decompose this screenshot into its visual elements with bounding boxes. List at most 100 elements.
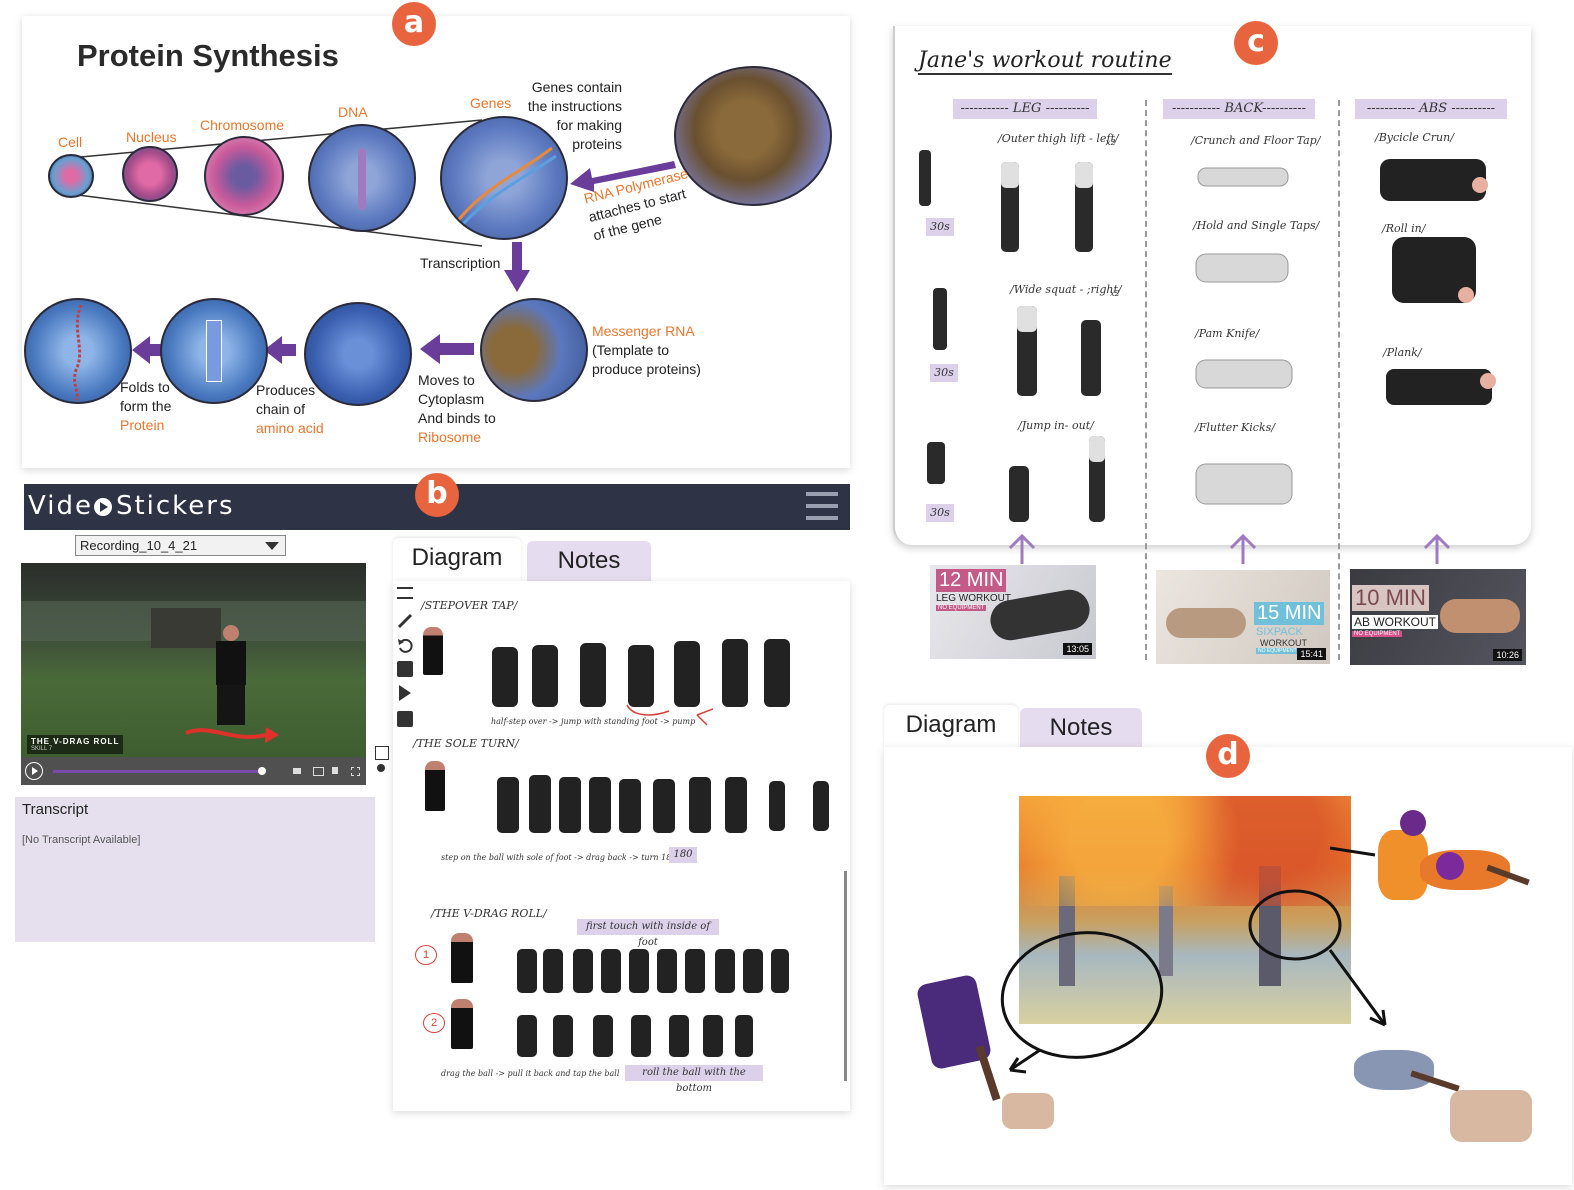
video-player[interactable]: THE V-DRAG ROLL SKILL 7 bbox=[21, 563, 366, 757]
workout-title: Jane's workout routine bbox=[918, 48, 1172, 75]
badge-c: c bbox=[1234, 21, 1278, 65]
rep-x2: x2 bbox=[1106, 138, 1116, 147]
player-figure bbox=[211, 625, 251, 735]
exercise-pam-knife: /Pam Knife/ bbox=[1195, 327, 1260, 340]
column-header-back: ----------- BACK---------- bbox=[1163, 99, 1315, 119]
video-thumbnail-abs[interactable]: 10 MIN AB WORKOUT NO EQUIPMENT 10:26 bbox=[1350, 569, 1526, 665]
v-drag-sequence-2 bbox=[513, 1011, 763, 1061]
back-exercise-figures bbox=[1195, 167, 1293, 505]
brush-swatch-orange bbox=[1370, 810, 1530, 920]
sticker-capture-icon[interactable] bbox=[375, 746, 389, 760]
section-title-v-drag-roll: /THE V-DRAG ROLL/ bbox=[431, 907, 547, 920]
captions-icon[interactable] bbox=[293, 768, 301, 774]
exercise-jump-in-out: /Jump in- out/ bbox=[1018, 419, 1094, 432]
stage-label-dna: DNA bbox=[338, 104, 368, 120]
genes-image bbox=[440, 116, 568, 240]
sole-turn-note: step on the ball with sole of foot -> dr… bbox=[441, 853, 677, 862]
time-30s: 30s bbox=[926, 504, 954, 522]
exercise-wide-squat: /Wide squat - ;right/ bbox=[1010, 283, 1122, 296]
moves-note: Moves to Cytoplasm And binds to Ribosome bbox=[418, 372, 496, 445]
fullscreen-icon[interactable] bbox=[351, 767, 360, 776]
column-header-leg: ----------- LEG ---------- bbox=[953, 99, 1097, 119]
stepover-note: half-step over -> jump with standing foo… bbox=[491, 717, 696, 726]
transcription-label: Transcription bbox=[420, 255, 501, 271]
stage-label-nucleus: Nucleus bbox=[126, 129, 177, 145]
video-thumbnail-back[interactable]: 15 MIN SIXPACK WORKOUT NO EQUIPMENT 15:4… bbox=[1156, 570, 1330, 664]
section-title-stepover: /STEPOVER TAP/ bbox=[421, 599, 518, 612]
recording-select-value: Recording_10_4_21 bbox=[80, 538, 198, 553]
stage-label-cell: Cell bbox=[58, 134, 83, 150]
produces-note: Produces chain of amino acid bbox=[256, 382, 324, 436]
time-30s: 30s bbox=[926, 218, 954, 236]
tab-diagram[interactable]: Diagram bbox=[393, 538, 521, 582]
up-arrow-icons bbox=[1008, 533, 1451, 564]
leg-exercise-figures bbox=[919, 150, 1105, 522]
play-button[interactable] bbox=[25, 762, 43, 780]
tag-first-touch: first touch with inside of foot bbox=[577, 919, 719, 948]
abs-exercise-figures bbox=[1380, 159, 1496, 405]
genes-note: Genes contain the instructions for making… bbox=[527, 79, 622, 152]
cell-image bbox=[48, 154, 94, 198]
chromosome-image bbox=[204, 136, 284, 216]
list-icon[interactable] bbox=[397, 661, 413, 677]
v-drag-sequence-1 bbox=[513, 943, 793, 997]
seek-handle[interactable] bbox=[258, 767, 266, 775]
exercise-crunch: /Crunch and Floor Tap/ bbox=[1191, 134, 1321, 147]
tab-notes[interactable]: Notes bbox=[527, 541, 651, 581]
column-divider bbox=[1145, 100, 1147, 660]
video-thumbnail-leg[interactable]: 12 MIN LEG WORKOUT NO EQUIPMENT 13:05 bbox=[930, 565, 1096, 659]
stepover-sequence bbox=[488, 635, 798, 715]
rep-x2: x2 bbox=[1110, 289, 1120, 298]
app-title: Vide Stickers bbox=[28, 491, 235, 521]
sole-turn-sequence bbox=[493, 771, 841, 839]
transcript-panel: Transcript [No Transcript Available] bbox=[15, 797, 375, 942]
step-marker-2: 2 bbox=[423, 1013, 445, 1033]
transcript-body: [No Transcript Available] bbox=[22, 834, 141, 846]
seek-bar[interactable] bbox=[53, 770, 263, 773]
stage-label-chromosome: Chromosome bbox=[200, 117, 285, 133]
slide-title: Protein Synthesis bbox=[77, 38, 339, 73]
video-controls bbox=[21, 757, 366, 785]
badge-d: d bbox=[1206, 734, 1250, 778]
red-arrow-icon bbox=[626, 704, 713, 726]
transcript-title: Transcript bbox=[22, 801, 89, 818]
mrna-note: Messenger RNA (Template to produce protei… bbox=[592, 323, 701, 377]
column-header-abs: ----------- ABS ---------- bbox=[1355, 99, 1507, 119]
v-drag-note: drag the ball -> pull it back and tap th… bbox=[441, 1069, 620, 1078]
section-title-sole-turn: /THE SOLE TURN/ bbox=[413, 737, 519, 750]
cytoplasm-image bbox=[304, 302, 412, 406]
badge-b: b bbox=[415, 473, 459, 517]
pin-icon[interactable] bbox=[377, 764, 385, 772]
stage-label-genes: Genes bbox=[470, 95, 512, 111]
brush-swatch-gray bbox=[1350, 1040, 1532, 1144]
volume-icon[interactable] bbox=[332, 767, 338, 774]
mrna-image bbox=[480, 298, 588, 402]
scrollbar[interactable] bbox=[844, 871, 847, 1081]
align-icon[interactable] bbox=[397, 587, 413, 599]
tag-180: 180 bbox=[669, 847, 697, 863]
dna-image bbox=[308, 124, 416, 232]
pip-icon[interactable] bbox=[313, 767, 324, 776]
hamburger-menu-icon[interactable] bbox=[806, 492, 838, 522]
exercise-plank: /Plank/ bbox=[1383, 346, 1422, 359]
panel-a-slide: Protein Synthesis Cell Nucleus Chromosom… bbox=[22, 16, 850, 468]
undo-icon[interactable] bbox=[397, 637, 413, 653]
recording-select[interactable]: Recording_10_4_21 bbox=[75, 535, 286, 556]
player-figure bbox=[451, 999, 473, 1049]
play-icon[interactable] bbox=[399, 685, 415, 701]
exercise-hold-taps: /Hold and Single Taps/ bbox=[1193, 219, 1320, 232]
tab-diagram-d[interactable]: Diagram bbox=[884, 705, 1018, 749]
amino-chain-image bbox=[160, 298, 268, 404]
play-logo-icon bbox=[93, 498, 112, 516]
folds-note: Folds to form the Protein bbox=[120, 379, 172, 433]
tab-notes-d[interactable]: Notes bbox=[1020, 708, 1142, 748]
time-30s: 30s bbox=[930, 364, 958, 382]
annotation-strokes bbox=[1000, 846, 1387, 1074]
diagram-canvas-b[interactable]: /STEPOVER TAP/ half-step over -> jump wi… bbox=[393, 581, 850, 1111]
exercise-flutter-kicks: /Flutter Kicks/ bbox=[1195, 421, 1275, 434]
save-icon[interactable] bbox=[397, 711, 413, 727]
watercolor-painting bbox=[1019, 796, 1351, 1024]
column-divider bbox=[1338, 100, 1340, 660]
exercise-roll-in: /Roll in/ bbox=[1382, 222, 1426, 235]
pencil-icon[interactable] bbox=[397, 613, 413, 629]
